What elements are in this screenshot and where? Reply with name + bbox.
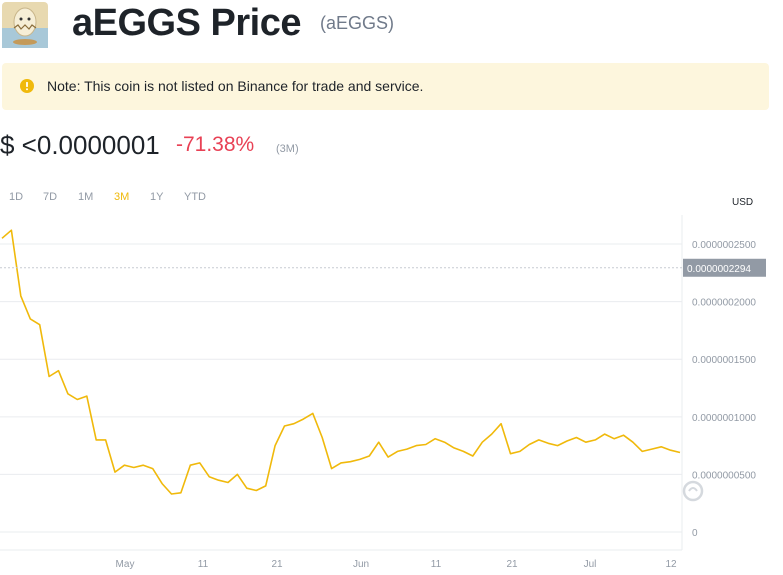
x-tick-label: 11 xyxy=(198,559,209,570)
tab-1m[interactable]: 1M xyxy=(78,191,94,203)
tab-3m[interactable]: 3M xyxy=(114,191,130,203)
y-tick-label: 0.0000001500 xyxy=(692,355,756,366)
notice-text: Note: This coin is not listed on Binance… xyxy=(47,78,424,94)
y-tick-label: 0.0000000500 xyxy=(692,470,756,481)
x-tick-label: 21 xyxy=(271,559,283,570)
x-tick-label: 21 xyxy=(506,559,518,570)
y-tick-label: 0 xyxy=(692,528,698,539)
tab-1d[interactable]: 1D xyxy=(9,191,24,203)
y-axis: 0 0.0000000500 0.0000001000 0.0000001500 0.0… xyxy=(681,215,756,550)
coin-symbol: (aEGGS) xyxy=(320,13,395,33)
current-price-marker: 0.0000002294 xyxy=(0,258,766,277)
chart-grid xyxy=(0,243,682,533)
tab-ytd[interactable]: YTD xyxy=(184,191,206,203)
y-tick-label: 0.0000002000 xyxy=(692,298,756,309)
price-change-period: (3M) xyxy=(276,143,299,155)
chart-series-layer xyxy=(1,229,681,495)
x-tick-label: Jun xyxy=(353,559,369,570)
notice-banner: Note: This coin is not listed on Binance… xyxy=(2,63,769,110)
warning-circle-icon xyxy=(20,79,34,93)
egg-hatching-icon xyxy=(2,2,48,48)
x-tick-label: May xyxy=(116,559,135,570)
price-change: -71.38% xyxy=(176,133,255,156)
header: aEGGS Price (aEGGS) xyxy=(0,0,783,52)
x-tick-label: 11 xyxy=(431,559,442,570)
chart-watermark-icon xyxy=(682,480,704,502)
tab-1y[interactable]: 1Y xyxy=(150,191,164,203)
price-series-line xyxy=(1,229,681,495)
currency-label: USD xyxy=(732,197,754,208)
current-price: $ <0.0000001 xyxy=(0,130,160,160)
price-chart[interactable]: 0 0.0000000500 0.0000001000 0.0000001500 0.0… xyxy=(0,215,783,575)
price-chart-svg[interactable]: 0 0.0000000500 0.0000001000 0.0000001500 0.0… xyxy=(0,215,783,575)
x-tick-label: Jul xyxy=(584,559,597,570)
current-price-tag-label: 0.0000002294 xyxy=(687,264,751,275)
x-axis: May 11 21 Jun 11 21 Jul 12 xyxy=(0,549,682,570)
x-tick-label: 12 xyxy=(665,559,677,570)
tab-7d[interactable]: 7D xyxy=(43,191,58,203)
coin-title: aEGGS Price xyxy=(72,2,301,44)
y-tick-label: 0.0000002500 xyxy=(692,240,756,251)
y-tick-label: 0.0000001000 xyxy=(692,413,756,424)
current-price-tag xyxy=(683,258,766,277)
